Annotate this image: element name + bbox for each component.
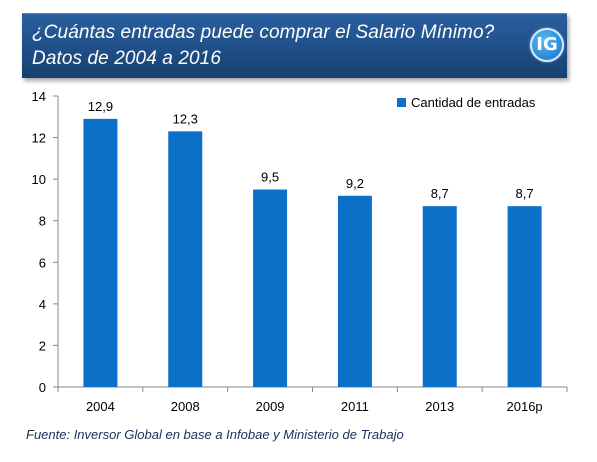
chart-subtitle: Datos de 2004 a 2016 — [32, 48, 221, 69]
y-tick-label: 4 — [39, 297, 46, 312]
bar — [422, 206, 457, 387]
bar — [83, 118, 118, 387]
chart-header: ¿Cuántas entradas puede comprar el Salar… — [22, 13, 567, 78]
ig-logo-badge: IG — [530, 28, 564, 62]
y-tick-label: 10 — [32, 172, 46, 187]
x-tick-label: 2008 — [171, 399, 200, 414]
data-label: 9,2 — [346, 176, 364, 191]
y-tick-label: 2 — [39, 338, 46, 353]
x-tick-label: 2013 — [425, 399, 454, 414]
x-tick-label: 2016p — [507, 399, 543, 414]
x-tick-label: 2009 — [256, 399, 285, 414]
data-label: 8,7 — [431, 186, 449, 201]
y-tick-label: 14 — [32, 89, 46, 104]
legend-label: Cantidad de entradas — [411, 95, 536, 110]
x-tick-label: 2004 — [86, 399, 115, 414]
bar — [253, 189, 288, 387]
data-label: 12,3 — [173, 111, 198, 126]
source-note: Fuente: Inversor Global en base a Infoba… — [26, 427, 404, 442]
bar — [337, 195, 372, 387]
legend-swatch — [397, 98, 406, 107]
y-tick-label: 8 — [39, 214, 46, 229]
data-label: 9,5 — [261, 170, 279, 185]
y-tick-label: 0 — [39, 380, 46, 395]
x-tick-label: 2011 — [341, 399, 369, 414]
data-label: 8,7 — [516, 186, 534, 201]
bar — [507, 206, 542, 387]
bar — [168, 131, 203, 387]
data-label: 12,9 — [88, 99, 113, 114]
y-tick-label: 6 — [39, 255, 46, 270]
y-tick-label: 12 — [32, 131, 46, 146]
chart-title: ¿Cuántas entradas puede comprar el Salar… — [32, 22, 495, 43]
